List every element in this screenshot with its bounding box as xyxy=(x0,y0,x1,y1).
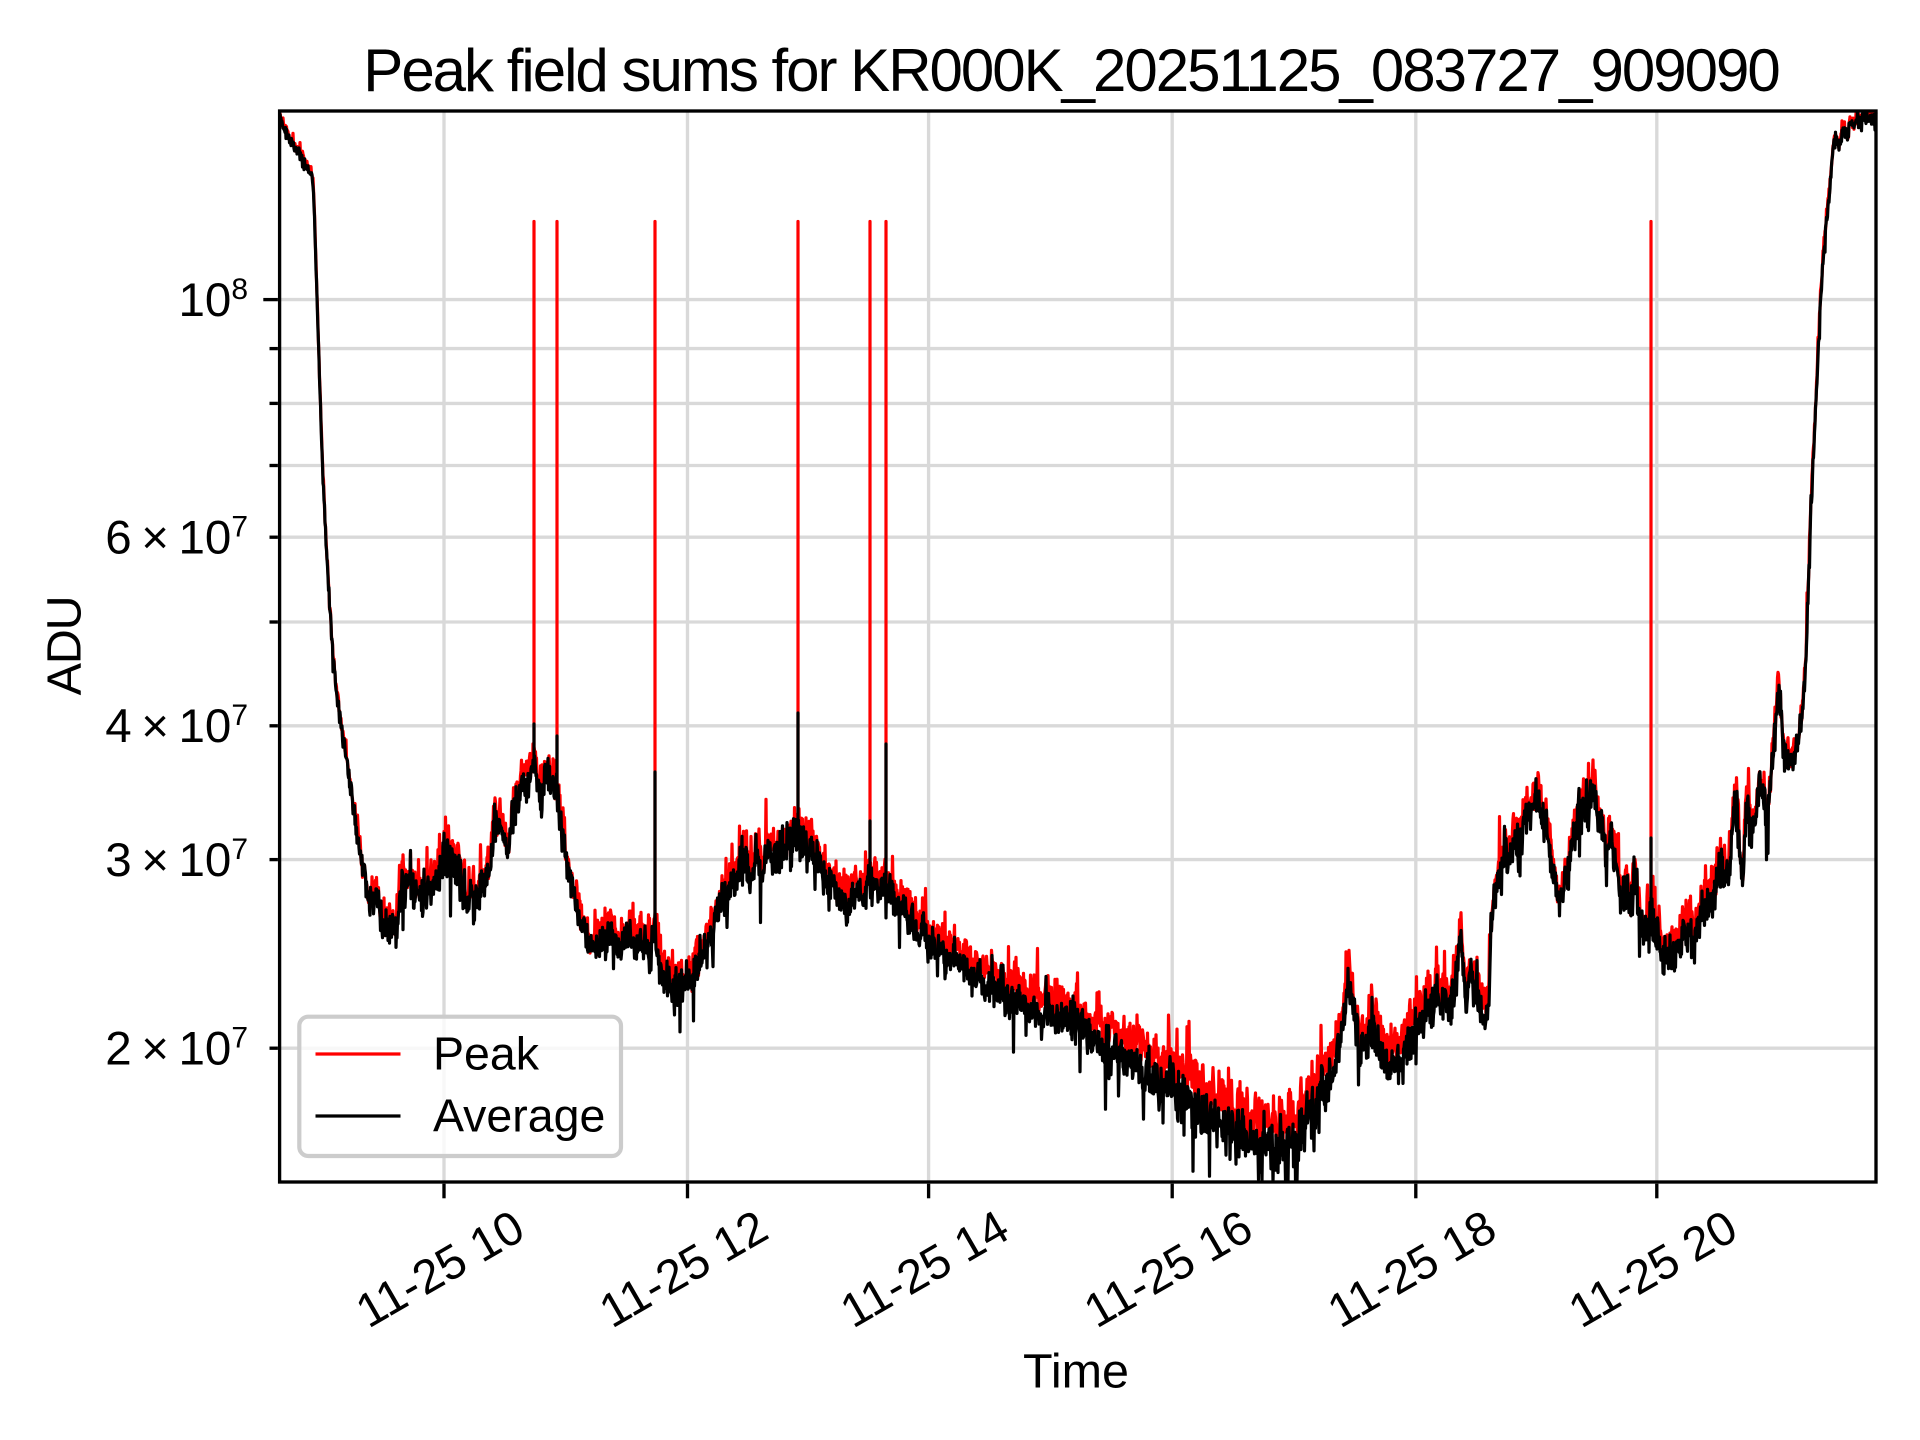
svg-text:Peak field sums for KR000K_202: Peak field sums for KR000K_20251125_0837… xyxy=(363,37,1779,104)
svg-text:4 × 107: 4 × 107 xyxy=(105,699,248,753)
svg-text:Average: Average xyxy=(433,1090,605,1142)
svg-text:ADU: ADU xyxy=(38,597,92,696)
svg-text:Peak: Peak xyxy=(433,1028,540,1080)
svg-text:Time: Time xyxy=(1023,1345,1129,1399)
svg-text:2 × 107: 2 × 107 xyxy=(105,1022,248,1076)
svg-text:3 × 107: 3 × 107 xyxy=(105,833,248,887)
svg-text:6 × 107: 6 × 107 xyxy=(105,511,248,565)
